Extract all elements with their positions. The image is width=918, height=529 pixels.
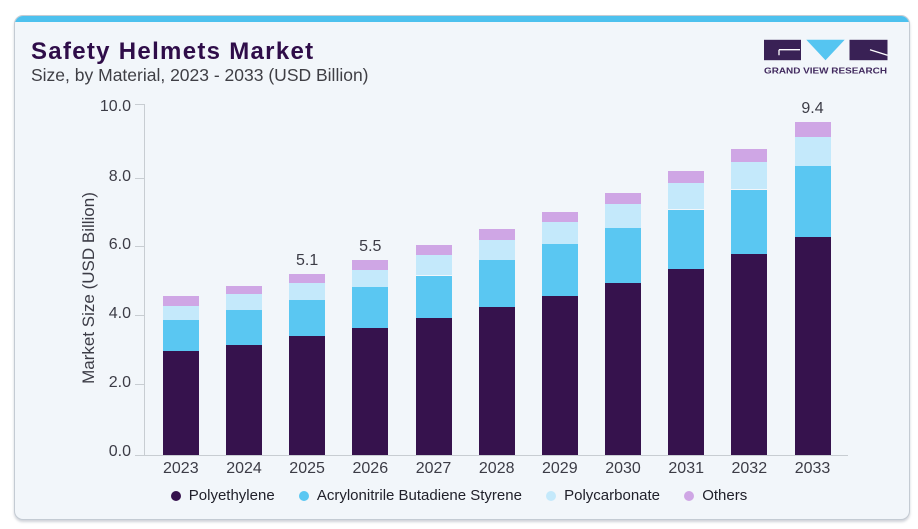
svg-text:GRAND VIEW RESEARCH: GRAND VIEW RESEARCH [764,67,887,76]
